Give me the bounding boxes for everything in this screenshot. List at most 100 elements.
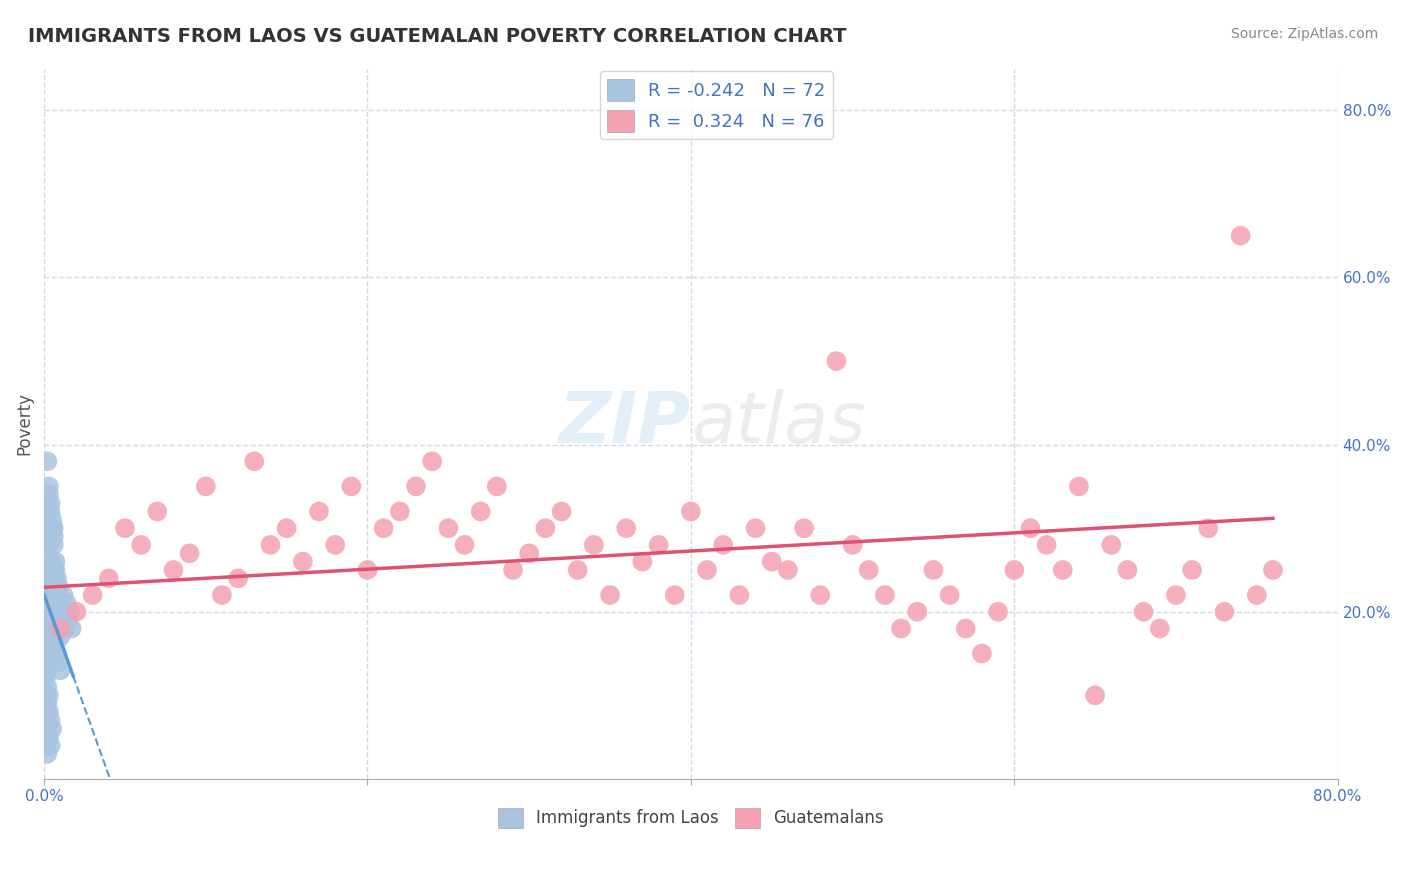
Point [55, 596, 77, 610]
Point [46, 571, 69, 585]
Point [38, 730, 60, 744]
Point [599, 588, 621, 602]
Point [37, 722, 59, 736]
Point [858, 563, 880, 577]
Point [42, 530, 65, 544]
Point [38, 588, 60, 602]
Point [35, 655, 58, 669]
Point [841, 538, 863, 552]
Point [38, 571, 60, 585]
Point [35, 714, 58, 728]
Point [1164, 588, 1187, 602]
Point [38, 638, 60, 652]
Point [1197, 521, 1219, 535]
Point [420, 454, 443, 468]
Point [373, 521, 395, 535]
Point [53, 622, 76, 636]
Point [38, 555, 60, 569]
Point [41, 513, 63, 527]
Point [356, 563, 378, 577]
Y-axis label: Poverty: Poverty [15, 392, 32, 455]
Point [276, 521, 298, 535]
Point [243, 454, 266, 468]
Point [340, 479, 363, 493]
Point [437, 521, 460, 535]
Point [46, 647, 69, 661]
Point [38, 705, 60, 719]
Point [38, 488, 60, 502]
Point [38, 479, 60, 493]
Point [35, 672, 58, 686]
Text: atlas: atlas [690, 389, 866, 458]
Point [39, 605, 62, 619]
Point [39, 571, 62, 585]
Point [1213, 605, 1236, 619]
Point [39, 596, 62, 610]
Point [922, 563, 945, 577]
Point [41, 588, 63, 602]
Point [41, 613, 63, 627]
Point [308, 504, 330, 518]
Point [37, 680, 59, 694]
Point [146, 504, 169, 518]
Point [938, 588, 960, 602]
Point [58, 613, 80, 627]
Point [1246, 588, 1268, 602]
Point [761, 555, 783, 569]
Point [35, 504, 58, 518]
Point [37, 705, 59, 719]
Point [37, 605, 59, 619]
Point [1002, 563, 1025, 577]
Point [582, 538, 605, 552]
Point [46, 580, 69, 594]
Point [44, 563, 66, 577]
Point [567, 563, 589, 577]
Point [114, 521, 136, 535]
Point [39, 496, 62, 510]
Point [49, 663, 72, 677]
Text: Source: ZipAtlas.com: Source: ZipAtlas.com [1230, 27, 1378, 41]
Point [41, 722, 63, 736]
Point [44, 596, 66, 610]
Point [1084, 689, 1107, 703]
Point [42, 563, 65, 577]
Point [42, 630, 65, 644]
Point [35, 622, 58, 636]
Point [60, 622, 83, 636]
Point [1052, 563, 1074, 577]
Point [39, 630, 62, 644]
Point [39, 504, 62, 518]
Point [46, 613, 69, 627]
Point [48, 655, 70, 669]
Point [808, 588, 831, 602]
Point [1149, 622, 1171, 636]
Point [211, 588, 233, 602]
Point [44, 555, 66, 569]
Point [39, 714, 62, 728]
Point [1229, 228, 1251, 243]
Point [970, 647, 993, 661]
Point [664, 588, 686, 602]
Point [647, 538, 669, 552]
Point [1116, 563, 1139, 577]
Point [37, 521, 59, 535]
Point [226, 571, 249, 585]
Point [38, 647, 60, 661]
Point [905, 605, 928, 619]
Point [51, 605, 73, 619]
Point [517, 546, 540, 560]
Point [502, 563, 524, 577]
Point [825, 354, 848, 368]
Point [873, 588, 896, 602]
Point [35, 730, 58, 744]
Point [162, 563, 184, 577]
Point [291, 555, 314, 569]
Point [48, 580, 70, 594]
Point [728, 588, 751, 602]
Point [323, 538, 346, 552]
Point [1019, 521, 1042, 535]
Point [38, 538, 60, 552]
Point [194, 479, 217, 493]
Point [52, 588, 75, 602]
Point [793, 521, 815, 535]
